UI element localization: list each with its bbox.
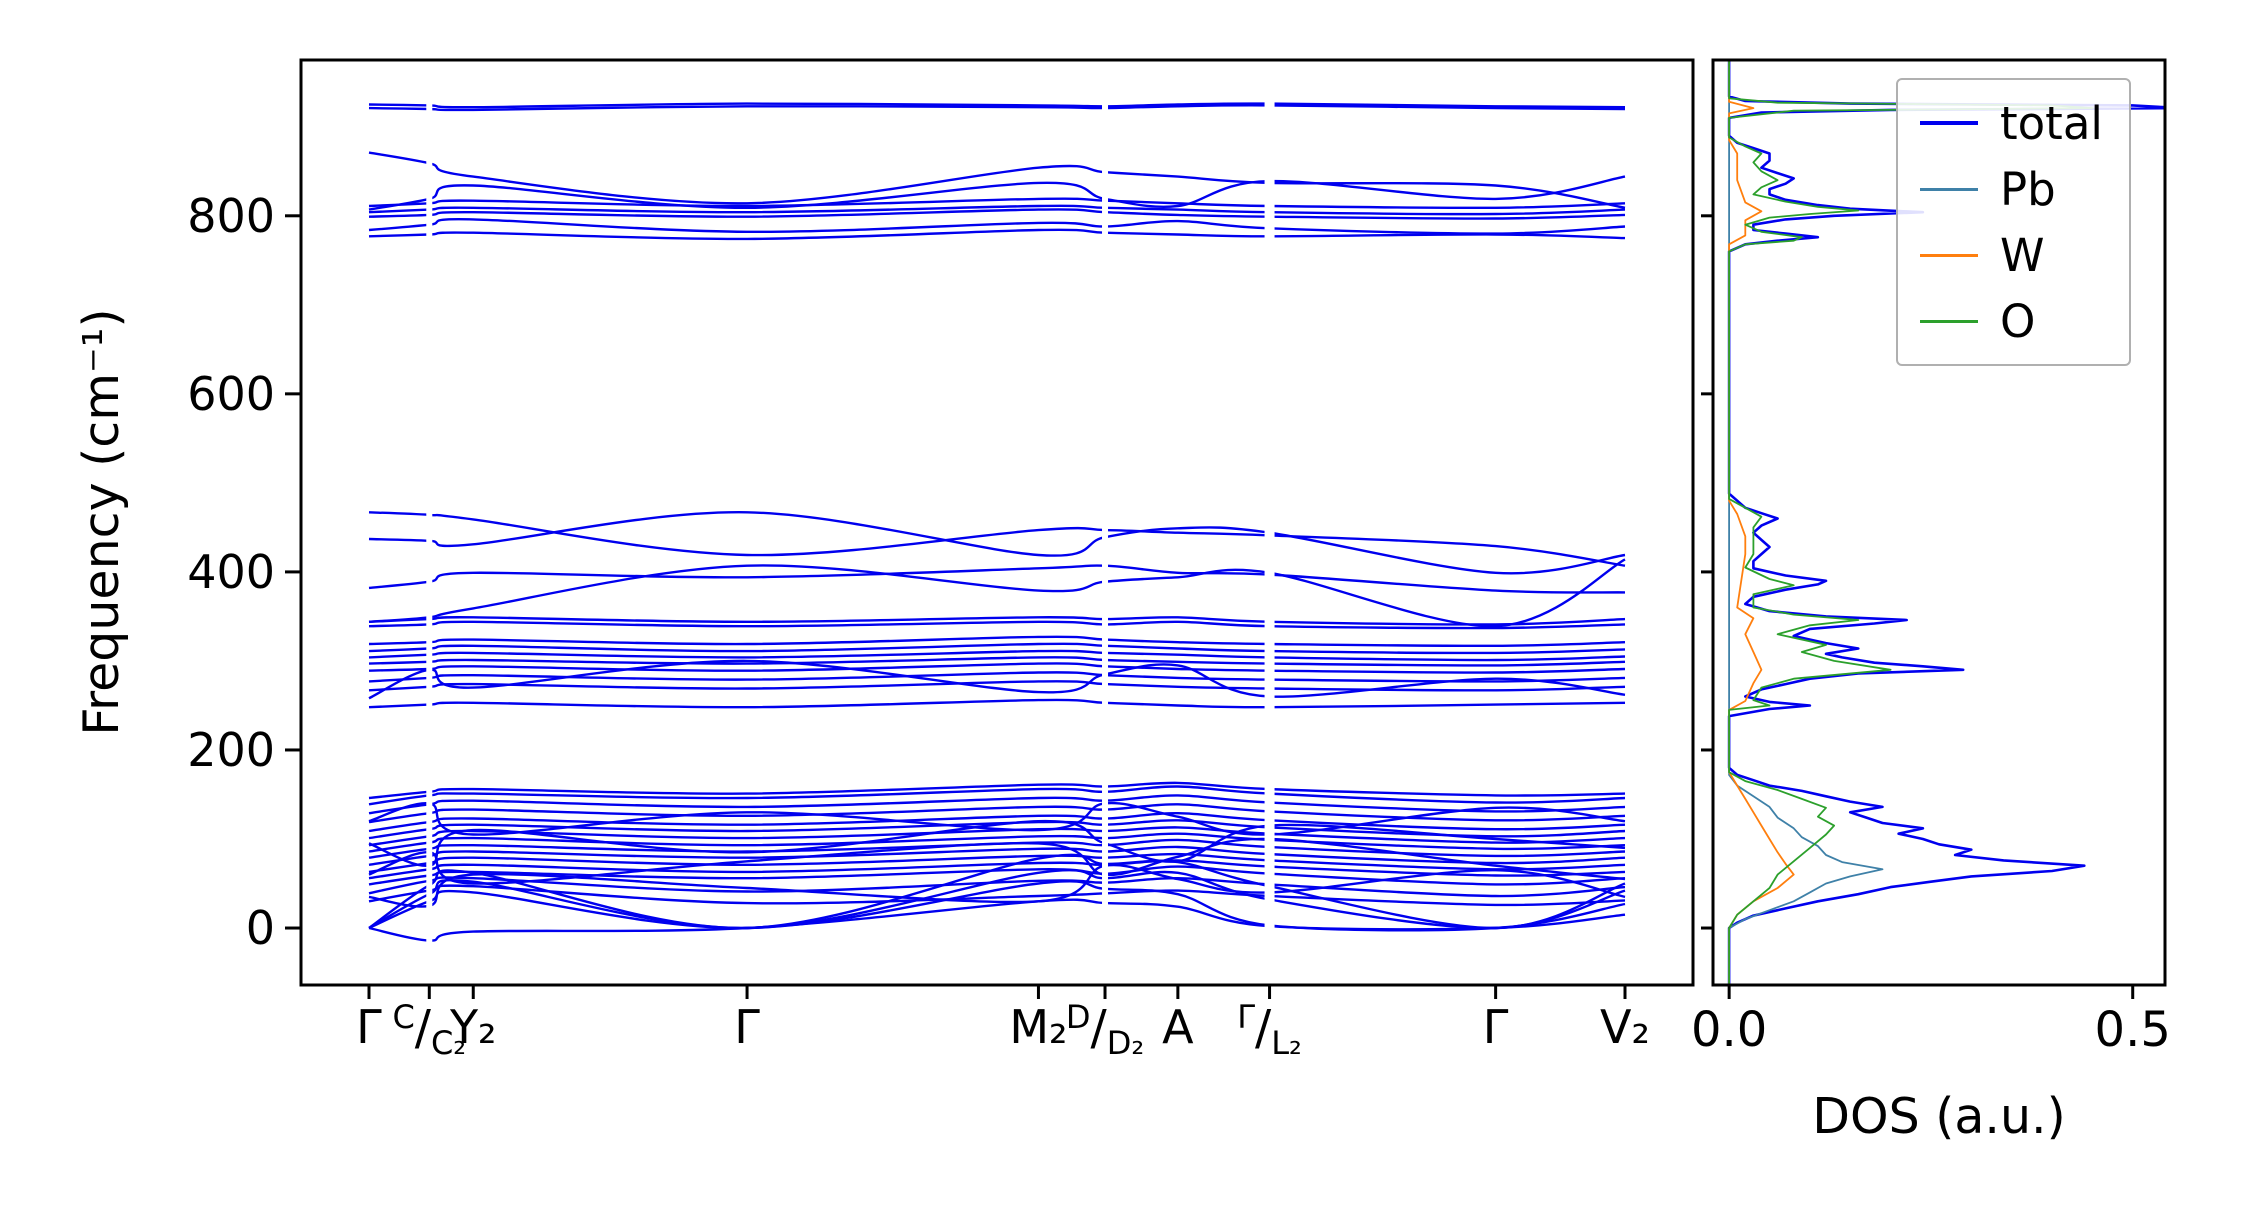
phonon-band [368, 884, 1626, 907]
phonon-band [368, 151, 1626, 209]
phonon-band [368, 620, 1626, 630]
phonon-band [368, 801, 1626, 836]
legend-entry-O: O [1920, 288, 2103, 354]
phonon-band [368, 104, 1626, 112]
phonon-band [368, 175, 1626, 211]
legend-label: O [2000, 294, 2036, 348]
phonon-band [368, 218, 1626, 235]
dos-panel-frame [1711, 58, 2167, 987]
phonon-band [368, 662, 1626, 674]
kpath-label: Γ [1482, 1000, 1509, 1054]
y-tick-label: 400 [187, 544, 275, 599]
phonon-band [368, 876, 1626, 898]
phonon-band [368, 845, 1626, 866]
y-tick-label: 200 [187, 722, 275, 777]
phonon-band [368, 208, 1626, 220]
legend-entry-W: W [1920, 222, 2103, 288]
phonon-band [368, 204, 1626, 216]
phonon-band [368, 511, 1626, 575]
legend-line-Pb [1920, 187, 1978, 191]
legend-entry-total: total [1920, 90, 2103, 156]
phonon-band [368, 781, 1626, 800]
phonon-band [368, 794, 1626, 815]
dos-curve-W [1728, 60, 1795, 985]
dos-x-tick-label: 0.5 [2094, 1002, 2171, 1058]
legend-label: W [2000, 228, 2045, 282]
kpath-label: C/C₂ [392, 998, 467, 1062]
legend-line-O [1920, 319, 1978, 323]
phonon-band [368, 863, 1626, 908]
phonon-band [368, 680, 1626, 692]
phonon-band [368, 558, 1626, 628]
phonon-band [368, 642, 1626, 655]
dos-curve-Pb [1728, 60, 1884, 985]
phonon-band [368, 564, 1626, 594]
kpath-segment-gap [1102, 62, 1109, 983]
phonon-band [368, 228, 1626, 241]
phonon-band [368, 859, 1626, 880]
legend-label: Pb [2000, 162, 2056, 216]
kpath-label: Γ/L₂ [1237, 998, 1302, 1062]
kpath-segment-gap [426, 62, 433, 983]
kpath-label: Γ [356, 1000, 382, 1054]
kpath-label: D/D₂ [1065, 998, 1145, 1062]
phonon-band [368, 649, 1626, 662]
phonon-band [368, 671, 1626, 683]
legend-label: total [2000, 96, 2103, 150]
kpath-label: A [1162, 1000, 1194, 1054]
phonon-band [368, 852, 1626, 874]
phonon-band [368, 656, 1626, 667]
kpath-segment-gap [1264, 62, 1275, 983]
kpath-label: M₂ [1009, 1000, 1068, 1054]
phonon-band [368, 616, 1626, 626]
legend-entry-Pb: Pb [1920, 156, 2103, 222]
dos-x-tick-label: 0.0 [1690, 1002, 1768, 1058]
phonon-band [368, 868, 1626, 930]
phonon-band [368, 698, 1626, 709]
phonon-band [368, 197, 1626, 210]
y-tick-label: 0 [245, 901, 275, 956]
legend-line-W [1920, 253, 1978, 257]
phonon-band [368, 785, 1626, 806]
phonon-band [368, 832, 1626, 853]
phonon-band [368, 811, 1626, 833]
band-panel-frame [299, 58, 1695, 987]
phonon-band [368, 837, 1626, 885]
kpath-label: Γ [734, 1000, 760, 1054]
dos-x-axis-label: DOS (a.u.) [1812, 1088, 2066, 1145]
kpath-label: V₂ [1600, 1000, 1650, 1054]
phonon-band [368, 819, 1626, 867]
phonon-band [368, 102, 1626, 109]
phonon-band [368, 865, 1626, 886]
y-tick-label: 600 [187, 366, 275, 421]
phonon-band [368, 659, 1626, 700]
dos-legend: total Pb W O [1896, 78, 2131, 366]
dos-curve-O [1728, 60, 2094, 985]
phonon-band [368, 635, 1626, 648]
y-tick-label: 800 [187, 188, 275, 243]
phonon-band [368, 511, 1626, 567]
kpath-label: Y₂ [449, 1000, 497, 1054]
legend-line-total [1920, 121, 1978, 125]
